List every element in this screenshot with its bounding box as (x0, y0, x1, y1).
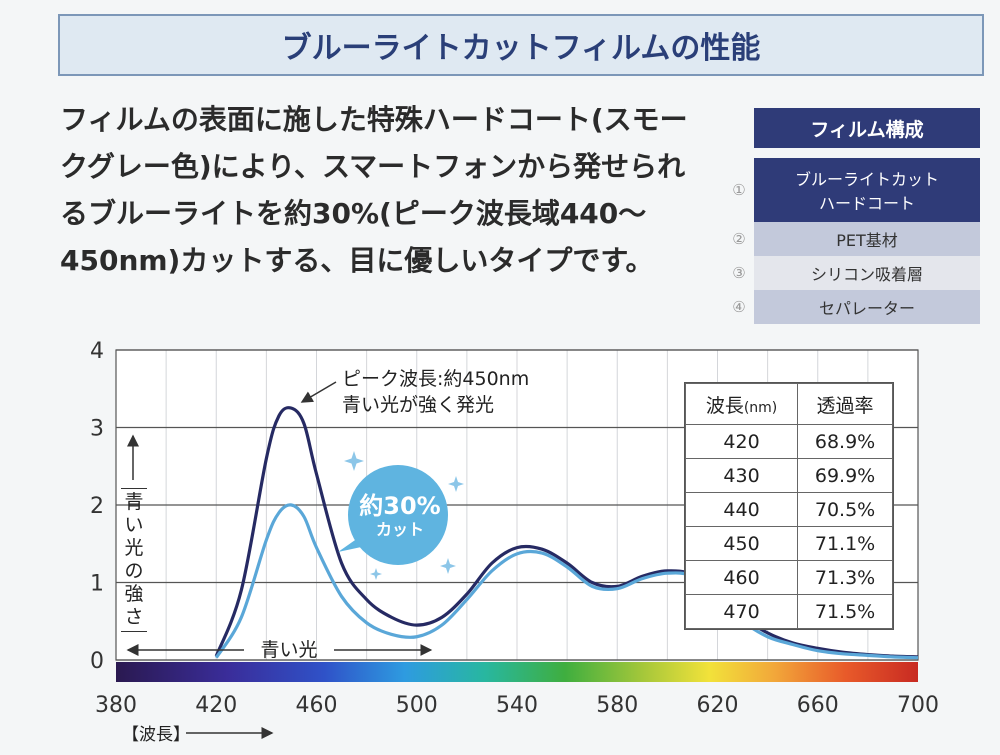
cut-bubble-text: 約30% カット (352, 492, 448, 540)
table-row: 440 70.5% (684, 492, 893, 527)
film-structure-title: フィルム構成 (754, 108, 980, 148)
table-cell: 470 (684, 594, 799, 629)
cut-value: 約30% (359, 492, 441, 520)
film-layer-row: ① ブルーライトカット ハードコート (724, 158, 980, 222)
layer-number: ④ (732, 298, 746, 316)
table-header-row: 波長(nm) 透過率 (684, 383, 893, 425)
layer-label-line: ブルーライトカット (794, 170, 939, 189)
table-cell: 420 (684, 424, 799, 459)
x-tick-label: 700 (897, 693, 939, 718)
cut-bubble-tail (338, 538, 366, 552)
x-tick-label: 540 (496, 693, 538, 718)
table-row: 460 71.3% (684, 560, 893, 595)
layer-label: セパレーター (754, 290, 980, 324)
header-text: 波長 (705, 394, 744, 417)
x-axis-label: 【波長】 (122, 725, 190, 745)
table-cell: 440 (684, 492, 799, 527)
layer-number: ② (732, 230, 746, 248)
x-tick-label: 380 (95, 693, 137, 718)
layer-label: シリコン吸着層 (754, 256, 980, 290)
y-tick-label: 2 (90, 494, 104, 519)
description-line: クグレー色)により、スマートフォンから発せられ (60, 150, 686, 183)
table-cell: 71.5% (797, 594, 893, 629)
layer-label-line: シリコン吸着層 (810, 265, 923, 284)
sparkle-icon (370, 568, 382, 580)
x-axis: 380 420 460 500 540 580 620 660 700 【波長】 (95, 693, 939, 745)
table-row: 420 68.9% (684, 424, 893, 459)
table-cell: 68.9% (797, 424, 893, 459)
x-tick-label: 460 (296, 693, 338, 718)
column-header-transmittance: 透過率 (797, 383, 893, 425)
layer-label-line: PET基材 (836, 231, 898, 250)
series-line-filtered (214, 503, 919, 660)
section-title-banner: ブルーライトカットフィルムの性能 (58, 14, 984, 76)
y-tick-label: 0 (90, 649, 104, 674)
blue-range-label: 青い光 (260, 639, 317, 661)
y-axis-label-text: 青い光の強さ (124, 491, 144, 628)
layer-label-line: ハードコート (818, 194, 915, 213)
plot-frame (115, 349, 919, 661)
peak-annotation-line2: 青い光が強く発光 (342, 394, 494, 416)
y-axis-label: 青い光の強さ (121, 488, 147, 632)
film-layer-row: ④ セパレーター (724, 290, 980, 324)
table-row: 470 71.5% (684, 594, 893, 629)
x-tick-label: 420 (195, 693, 237, 718)
layer-number: ① (732, 181, 746, 199)
layer-label: PET基材 (754, 222, 980, 256)
peak-annotation-line1: ピーク波長:約450nm (342, 368, 529, 390)
y-tick-label: 3 (90, 417, 104, 442)
layer-number: ③ (732, 264, 746, 282)
x-tick-label: 580 (596, 693, 638, 718)
table-cell: 430 (684, 458, 799, 493)
table-cell: 69.9% (797, 458, 893, 493)
spectrum-bar (116, 662, 918, 682)
x-tick-label: 620 (697, 693, 739, 718)
layer-label: ブルーライトカット ハードコート (754, 158, 980, 222)
peak-pointer-arrow (300, 381, 337, 403)
table-cell: 70.5% (797, 492, 893, 527)
x-tick-label: 500 (396, 693, 438, 718)
table-cell: 460 (684, 560, 799, 595)
cut-label: カット (375, 520, 424, 539)
x-tick-label: 660 (797, 693, 839, 718)
sparkle-icon (448, 476, 464, 492)
column-header-wavelength: 波長(nm) (684, 383, 799, 425)
page-title: ブルーライトカットフィルムの性能 (281, 31, 761, 66)
header-unit: (nm) (743, 399, 778, 416)
film-layer-row: ③ シリコン吸着層 (724, 256, 980, 290)
description-line: るブルーライトを約30%(ピーク波長域440〜 (60, 197, 647, 230)
y-tick-label: 4 (90, 339, 104, 364)
description-line: 450nm)カットする、目に優しいタイプです。 (60, 244, 654, 277)
series-curves (214, 406, 919, 660)
sparkle-icon (344, 451, 364, 471)
y-tick-label: 1 (90, 572, 104, 597)
table-cell: 71.3% (797, 560, 893, 595)
sparkle-icon (440, 558, 456, 574)
y-axis: 0 1 2 3 4 (90, 339, 104, 674)
table-cell: 71.1% (797, 526, 893, 561)
transmittance-table: 波長(nm) 透過率 420 68.9% 430 69.9% 440 70.5% 45… (684, 382, 894, 630)
table-cell: 450 (684, 526, 799, 561)
description-line: フィルムの表面に施した特殊ハードコート(スモー (60, 103, 688, 136)
table-row: 430 69.9% (684, 458, 893, 493)
layer-label-line: セパレーター (818, 299, 915, 318)
film-layer-row: ② PET基材 (724, 222, 980, 256)
cut-bubble (348, 465, 448, 565)
description-text: フィルムの表面に施した特殊ハードコート(スモー クグレー色)により、スマートフォ… (60, 96, 700, 284)
table-row: 450 71.1% (684, 526, 893, 561)
